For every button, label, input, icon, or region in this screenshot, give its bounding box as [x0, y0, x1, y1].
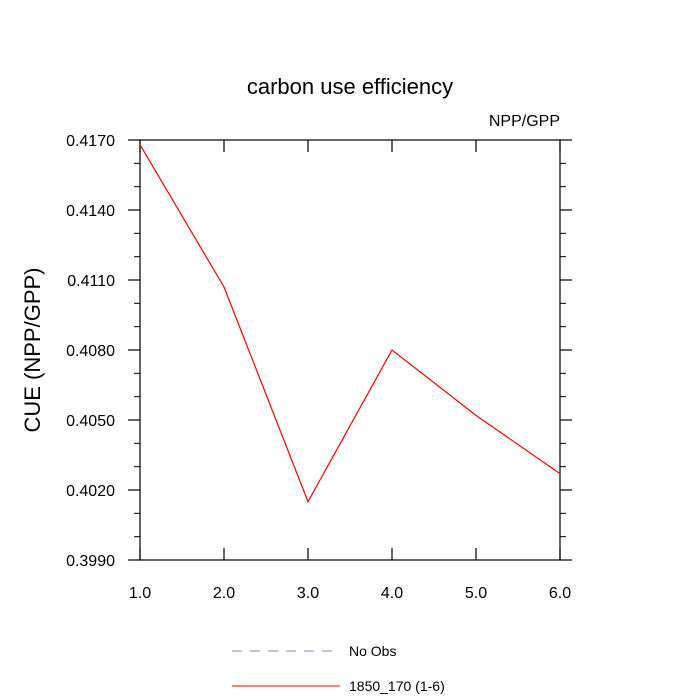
x-axis-ticks: 1.0 2.0 3.0 4.0 5.0 6.0: [129, 140, 571, 602]
x-tick-label: 4.0: [381, 585, 403, 602]
x-tick-label: 2.0: [213, 585, 235, 602]
data-point: [475, 414, 477, 416]
y-axis-label: CUE (NPP/GPP): [20, 267, 45, 432]
legend: No Obs 1850_170 (1-6): [232, 643, 445, 694]
data-point: [223, 286, 225, 288]
data-point: [139, 144, 141, 146]
legend-label: 1850_170 (1-6): [349, 678, 445, 694]
chart-subtitle: NPP/GPP: [489, 113, 560, 130]
plot-frame: [139, 139, 561, 561]
series-line-1: [139, 144, 561, 504]
y-tick-label: 0.4140: [66, 203, 115, 220]
data-point: [559, 473, 561, 475]
y-tick-label: 0.4020: [66, 483, 115, 500]
data-point: [391, 349, 393, 351]
series-layer: [139, 144, 561, 504]
y-tick-label: 0.4080: [66, 343, 115, 360]
x-tick-label: 1.0: [129, 585, 151, 602]
legend-label: No Obs: [349, 643, 396, 659]
y-tick-label: 0.4170: [66, 133, 115, 150]
data-point: [307, 501, 309, 503]
y-tick-label: 0.4110: [67, 273, 115, 290]
chart-title: carbon use efficiency: [247, 74, 453, 99]
y-tick-label: 0.4050: [66, 413, 115, 430]
x-tick-label: 6.0: [549, 585, 571, 602]
x-tick-label: 5.0: [465, 585, 487, 602]
y-tick-label: 0.3990: [66, 553, 115, 570]
x-tick-label: 3.0: [297, 585, 319, 602]
y-axis-ticks: 0.3990 0.4020 0.4050 0.4080 0.4110 0.4140 0.41…: [66, 133, 572, 570]
